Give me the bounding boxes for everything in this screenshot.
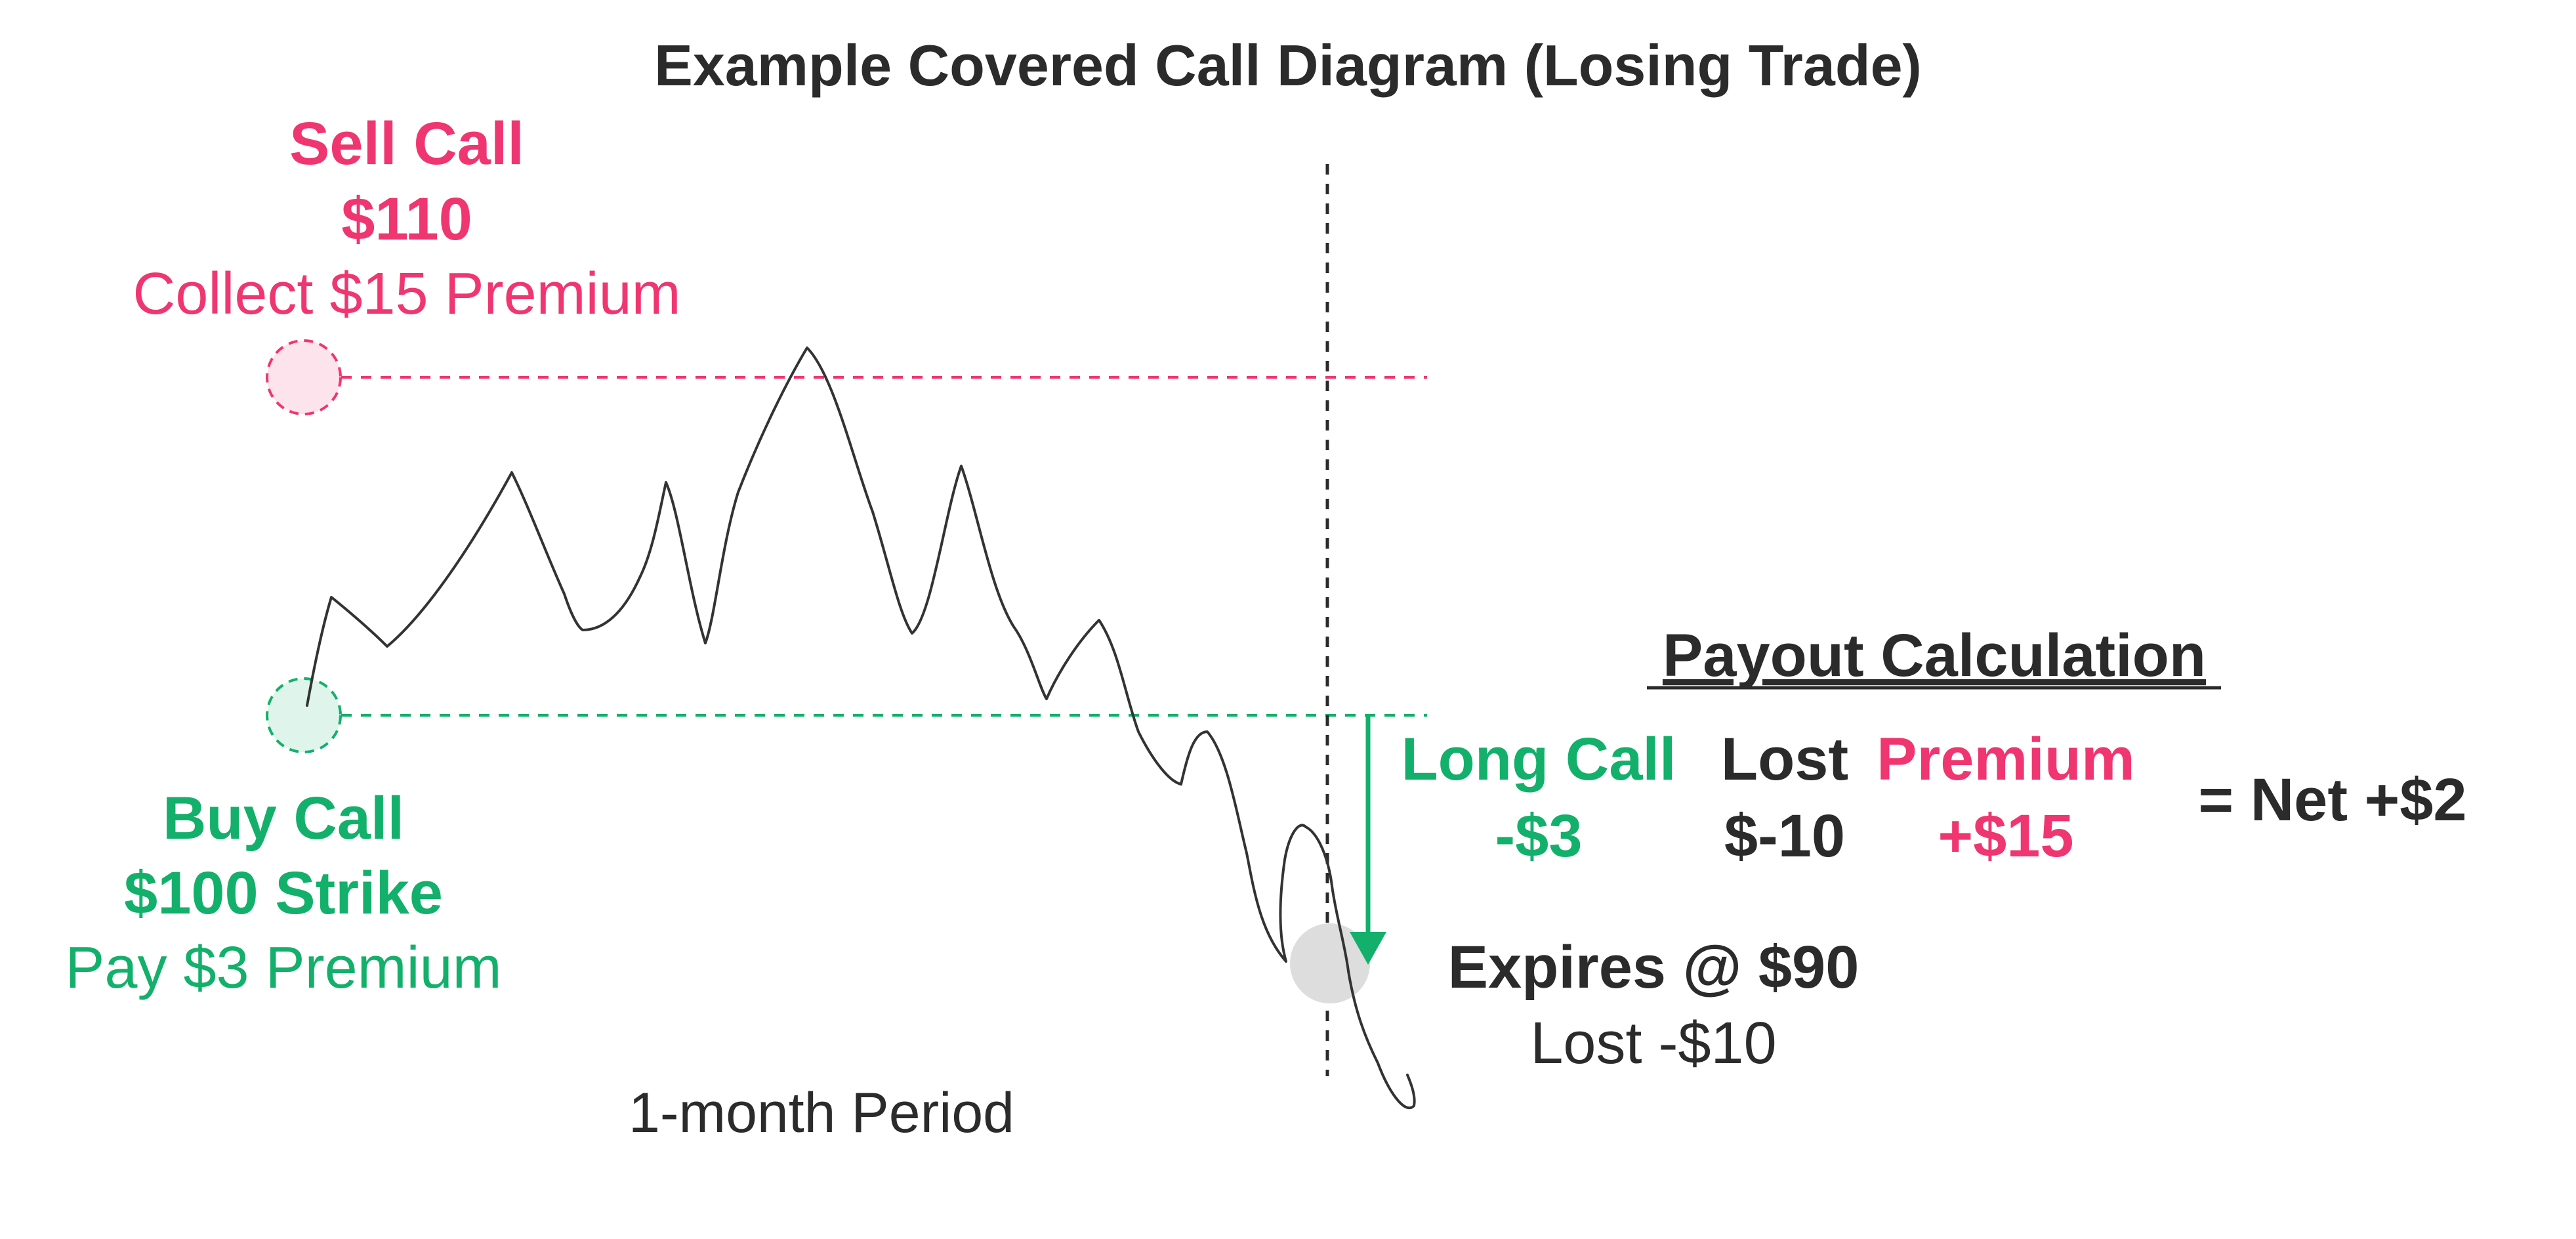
sell-call-label: Sell Call $110 Collect $15 Premium bbox=[133, 110, 680, 327]
diagram-title: Example Covered Call Diagram (Losing Tra… bbox=[654, 33, 1922, 98]
payout-lost-label: Lost bbox=[1721, 726, 1848, 793]
long-call-loss-arrow bbox=[1350, 715, 1386, 965]
sell-strike-marker bbox=[266, 339, 342, 415]
payout-premium-value: +$15 bbox=[1938, 803, 2073, 870]
expiry-label: Expires @ $90 Lost -$10 bbox=[1448, 934, 1859, 1076]
payout-heading: Payout Calculation bbox=[1663, 622, 2206, 689]
buy-call-title: Buy Call bbox=[163, 785, 404, 852]
payout-calculation: Payout Calculation Long Call -$3 Lost $-… bbox=[1401, 622, 2466, 870]
period-label: 1-month Period bbox=[629, 1082, 1014, 1144]
sell-call-title: Sell Call bbox=[289, 110, 524, 177]
payout-net-result: = Net +$2 bbox=[2198, 766, 2466, 833]
payout-lost-value: $-10 bbox=[1724, 803, 1845, 870]
payout-long-call-value: -$3 bbox=[1495, 803, 1583, 870]
buy-strike-marker bbox=[266, 677, 342, 753]
buy-call-strike: $100 Strike bbox=[124, 860, 443, 927]
buy-call-label: Buy Call $100 Strike Pay $3 Premium bbox=[65, 785, 501, 1001]
payout-long-call-label: Long Call bbox=[1401, 726, 1676, 793]
expiry-price-text: Expires @ $90 bbox=[1448, 934, 1859, 1001]
expiry-loss-text: Lost -$10 bbox=[1530, 1011, 1776, 1076]
payout-premium-label: Premium bbox=[1877, 726, 2135, 793]
sell-call-premium: Collect $15 Premium bbox=[133, 261, 680, 327]
sell-call-strike: $110 bbox=[341, 186, 472, 253]
stock-price-path bbox=[306, 346, 1416, 1110]
buy-call-premium: Pay $3 Premium bbox=[65, 935, 501, 1001]
